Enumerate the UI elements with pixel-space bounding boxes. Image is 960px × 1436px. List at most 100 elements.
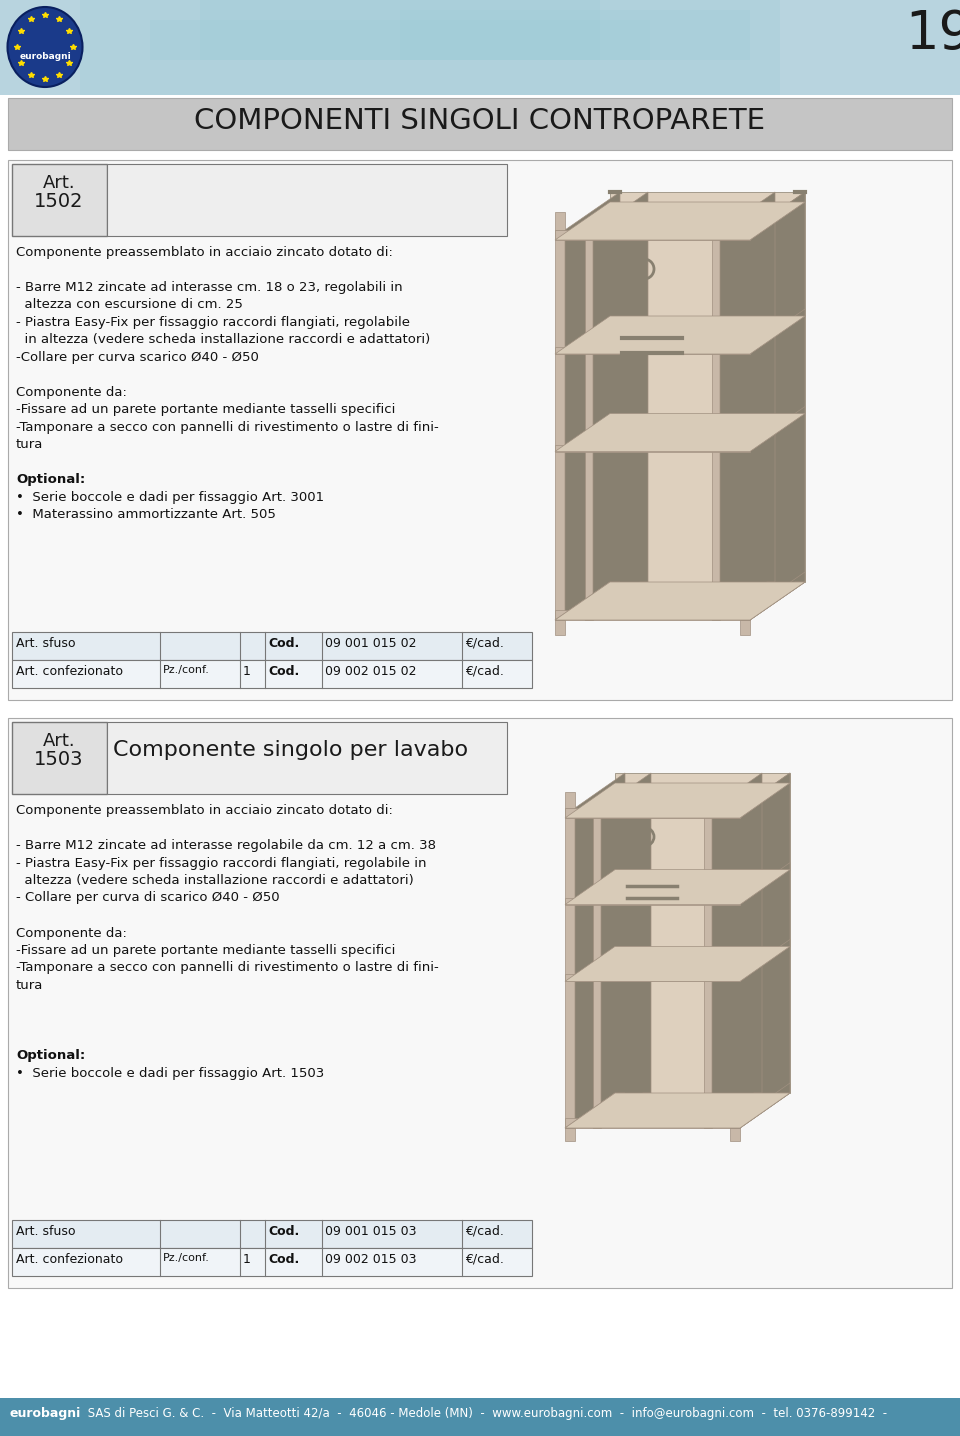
Bar [12,661,532,688]
Bar [8,159,952,699]
Text: Art. sfuso: Art. sfuso [16,1225,76,1238]
Bar [8,98,952,149]
Polygon shape [720,192,775,620]
Text: Componente da:: Componente da: [16,926,127,939]
Text: tura: tura [16,438,43,451]
Polygon shape [565,1129,575,1142]
Text: tura: tura [16,979,43,992]
Text: - Barre M12 zincate ad interasse regolabile da cm. 12 a cm. 38: - Barre M12 zincate ad interasse regolab… [16,839,436,852]
Polygon shape [593,192,648,620]
Polygon shape [565,1093,790,1129]
Polygon shape [565,783,790,819]
Polygon shape [610,192,805,582]
Text: 1: 1 [243,1254,251,1267]
Polygon shape [400,10,750,60]
Text: Cod.: Cod. [268,1225,300,1238]
Text: - Barre M12 zincate ad interasse cm. 18 o 23, regolabili in: - Barre M12 zincate ad interasse cm. 18 … [16,281,402,294]
Bar [12,1221,532,1248]
Polygon shape [555,230,750,240]
Polygon shape [730,793,740,808]
Polygon shape [712,773,762,1129]
Bar [12,632,532,661]
Text: SAS di Pesci G. & C.  -  Via Matteotti 42/a  -  46046 - Medole (MN)  -  www.euro: SAS di Pesci G. & C. - Via Matteotti 42/… [84,1407,887,1420]
Text: €/cad.: €/cad. [465,665,504,678]
Polygon shape [750,572,805,620]
Text: in altezza (vedere scheda installazione raccordi e adattatori): in altezza (vedere scheda installazione … [16,333,430,346]
Polygon shape [740,1083,790,1129]
Polygon shape [565,1093,625,1129]
Text: Pz./conf.: Pz./conf. [163,1254,210,1264]
Text: Componente singolo per lavabo: Componente singolo per lavabo [113,740,468,760]
Bar [0,0,960,95]
Text: altezza con escursione di cm. 25: altezza con escursione di cm. 25 [16,299,243,312]
Bar [12,722,107,794]
Polygon shape [555,582,805,620]
Polygon shape [704,1093,762,1129]
Polygon shape [80,0,780,95]
Polygon shape [750,309,805,355]
Polygon shape [565,793,575,808]
Polygon shape [740,773,790,819]
Text: Art. confezionato: Art. confezionato [16,665,123,678]
Text: -Tamponare a secco con pannelli di rivestimento o lastre di fini-: -Tamponare a secco con pannelli di rives… [16,962,439,975]
Polygon shape [555,213,565,230]
Bar [107,164,507,236]
Text: Art.: Art. [42,174,75,192]
Polygon shape [150,20,650,60]
Text: altezza (vedere scheda installazione raccordi e adattatori): altezza (vedere scheda installazione rac… [16,875,414,887]
Polygon shape [740,230,750,620]
Polygon shape [740,863,790,905]
Bar [12,164,107,236]
Polygon shape [585,230,593,620]
Polygon shape [750,406,805,451]
Text: 09 002 015 02: 09 002 015 02 [325,665,417,678]
Text: Art.: Art. [42,732,75,750]
Polygon shape [555,610,750,620]
Text: - Piastra Easy-Fix per fissaggio raccordi flangiati, regolabile: - Piastra Easy-Fix per fissaggio raccord… [16,316,410,329]
Polygon shape [712,582,775,620]
Text: Componente preassemblato in acciaio zincato dotato di:: Componente preassemblato in acciaio zinc… [16,804,393,817]
Text: •  Serie boccole e dadi per fissaggio Art. 3001: • Serie boccole e dadi per fissaggio Art… [16,491,324,504]
Text: eurobagni: eurobagni [19,52,71,60]
Polygon shape [555,316,805,355]
Text: Optional:: Optional: [16,1050,85,1063]
Text: 1502: 1502 [35,192,84,211]
Text: €/cad.: €/cad. [465,638,504,651]
Text: 1503: 1503 [35,750,84,770]
Bar [107,722,507,794]
Polygon shape [730,808,740,1129]
Text: -Collare per curva scarico Ø40 - Ø50: -Collare per curva scarico Ø40 - Ø50 [16,350,259,363]
Polygon shape [593,1093,651,1129]
Polygon shape [555,582,620,620]
Polygon shape [555,348,750,355]
Polygon shape [555,202,805,240]
Text: Componente da:: Componente da: [16,386,127,399]
Text: Pz./conf.: Pz./conf. [163,665,210,675]
Polygon shape [593,808,601,1129]
Polygon shape [615,773,790,1093]
Polygon shape [740,773,790,1129]
Polygon shape [712,230,720,620]
Text: Componente preassemblato in acciaio zincato dotato di:: Componente preassemblato in acciaio zinc… [16,246,393,258]
Text: 09 001 015 02: 09 001 015 02 [325,638,417,651]
Polygon shape [565,946,790,981]
Polygon shape [555,230,565,620]
Polygon shape [730,1093,790,1129]
Polygon shape [750,192,805,620]
Text: -Fissare ad un parete portante mediante tasselli specifici: -Fissare ad un parete portante mediante … [16,943,396,956]
Polygon shape [740,582,805,620]
Text: 19: 19 [905,9,960,60]
Polygon shape [585,582,648,620]
Text: COMPONENTI SINGOLI CONTROPARETE: COMPONENTI SINGOLI CONTROPARETE [195,108,765,135]
Polygon shape [565,975,740,981]
Text: Cod.: Cod. [268,665,300,678]
Text: 09 002 015 03: 09 002 015 03 [325,1254,417,1267]
Polygon shape [740,620,750,635]
Polygon shape [575,773,625,1129]
Text: -Fissare ad un parete portante mediante tasselli specifici: -Fissare ad un parete portante mediante … [16,404,396,416]
Polygon shape [565,192,620,620]
Polygon shape [740,213,750,230]
Polygon shape [565,808,740,819]
Polygon shape [601,773,651,1129]
Text: Art. confezionato: Art. confezionato [16,1254,123,1267]
